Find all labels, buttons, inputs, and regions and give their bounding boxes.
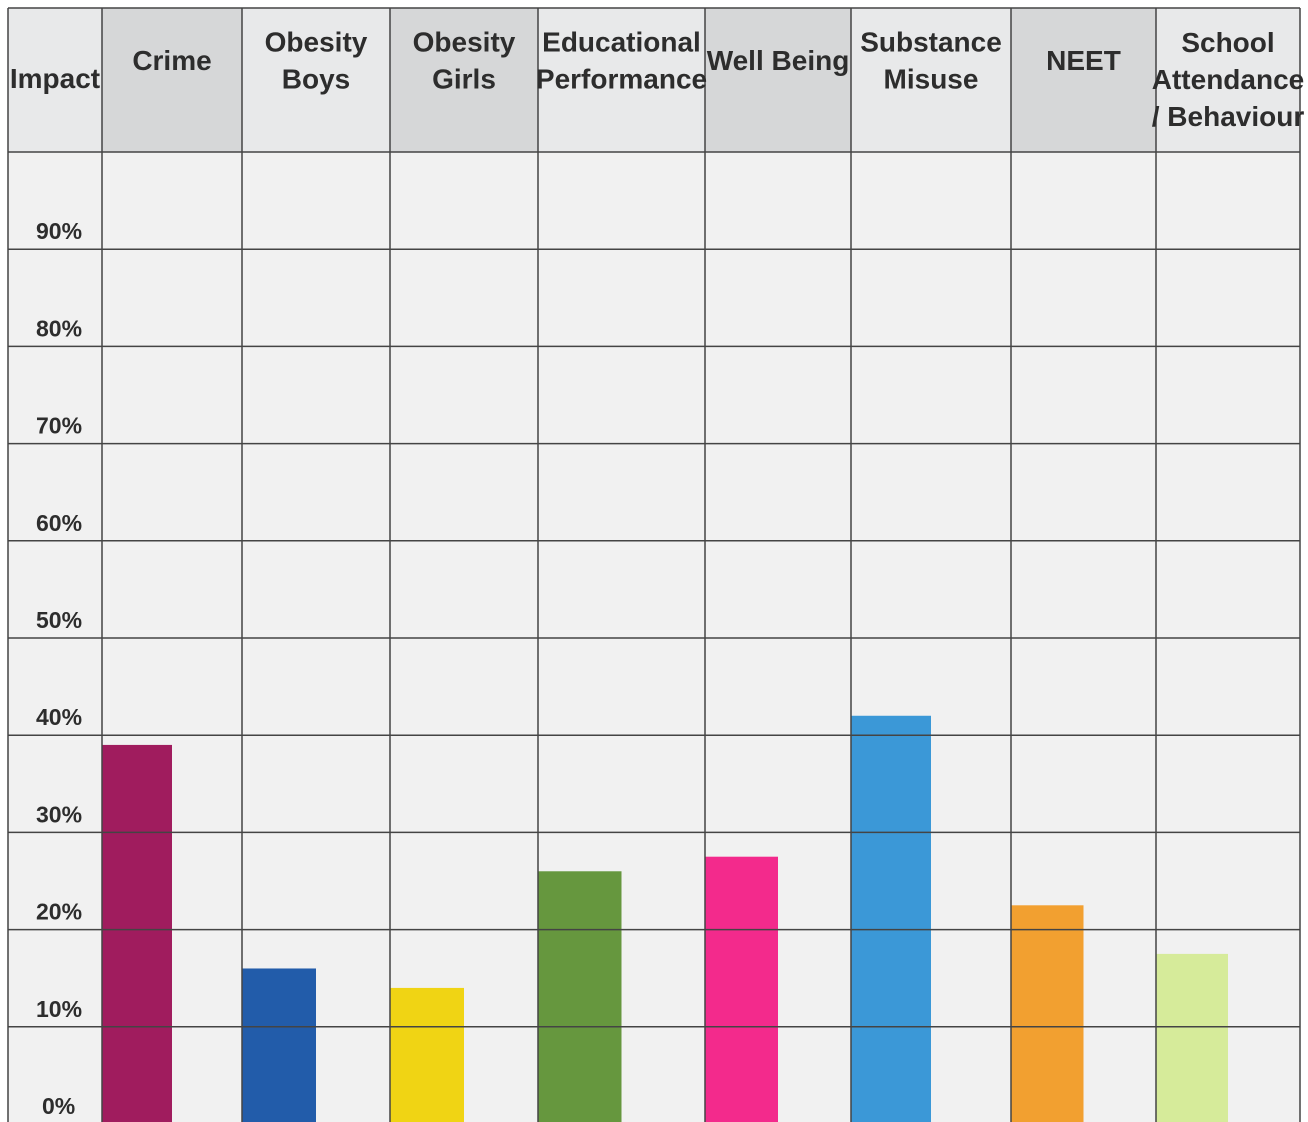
header-category-6: NEET (1046, 45, 1121, 76)
bar-2 (390, 987, 464, 1122)
header-cell (1011, 8, 1156, 152)
header-cell (1156, 8, 1300, 152)
header-cell (538, 8, 705, 152)
header-category-4: Well Being (707, 45, 850, 76)
header-cell (390, 8, 538, 152)
y-tick-80pct: 80% (36, 315, 82, 341)
column-headers: Impact Crime Obesity Boys Obesity Girls Educat… (10, 27, 1304, 133)
header-category-0: Crime (132, 45, 211, 76)
header-cell (8, 8, 102, 152)
header-cell (102, 8, 242, 152)
header-category-1: Obesity Boys (265, 27, 368, 95)
header-impact: Impact (10, 63, 100, 94)
header-cell (851, 8, 1011, 152)
y-tick-90pct: 90% (36, 218, 82, 244)
bar-4 (705, 856, 778, 1122)
y-tick-0pct: 0% (42, 1093, 75, 1119)
header-cell (242, 8, 390, 152)
y-tick-40pct: 40% (36, 704, 82, 730)
grid-lines (7, 7, 1301, 1122)
y-tick-labels: 90% 80% 70% 60% 50% 40% 30% 20% 10% 0% (36, 218, 82, 1119)
header-category-5: Substance Misuse (860, 27, 1002, 95)
bar-6 (1011, 905, 1084, 1122)
plot-background (8, 152, 1300, 1122)
bars (102, 715, 1228, 1122)
bar-1 (242, 968, 316, 1122)
header-category-7: School Attendance / Behaviour (1152, 27, 1305, 132)
bar-0 (102, 744, 172, 1122)
bar-3 (538, 871, 622, 1122)
header-cell (705, 8, 851, 152)
bar-7 (1156, 953, 1228, 1122)
y-tick-30pct: 30% (36, 801, 82, 827)
y-tick-10pct: 10% (36, 996, 82, 1022)
header-category-3: Educational Performance (536, 27, 707, 95)
y-tick-70pct: 70% (36, 413, 82, 439)
y-tick-20pct: 20% (36, 899, 82, 925)
y-tick-50pct: 50% (36, 607, 82, 633)
y-tick-60pct: 60% (36, 510, 82, 536)
bar-5 (851, 715, 931, 1122)
header-category-2: Obesity Girls (413, 27, 516, 95)
